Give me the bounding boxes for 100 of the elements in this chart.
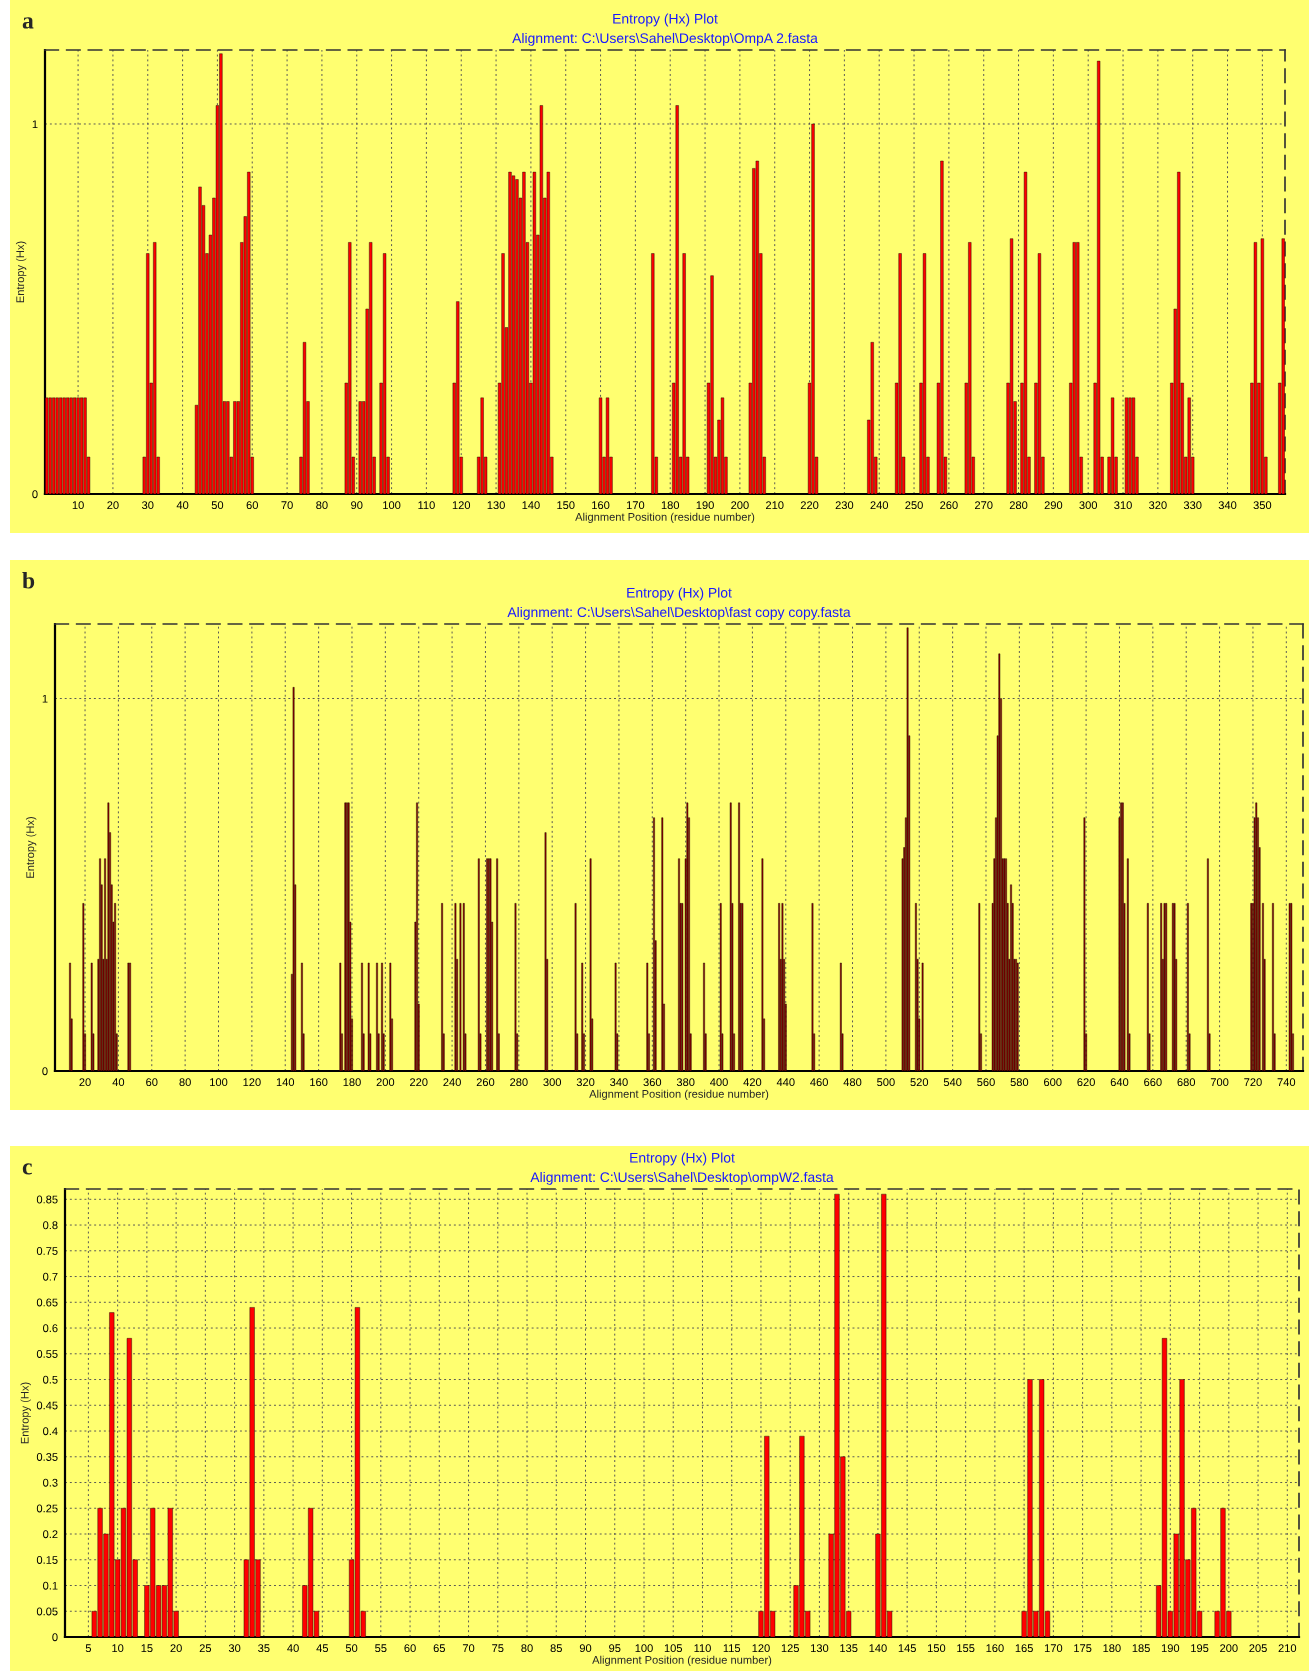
- x-tick-label: 150: [557, 501, 575, 510]
- x-tick-label: 60: [146, 1078, 158, 1087]
- x-tick-label: 160: [986, 1644, 1004, 1653]
- chart-subtitle: Alignment: C:\Users\Sahel\Desktop\ompW2.fasta: [530, 1171, 834, 1185]
- x-tick-label: 440: [776, 1078, 795, 1087]
- x-tick-label: 720: [1244, 1078, 1262, 1087]
- y-tick-label: 0.4: [43, 1427, 58, 1436]
- x-tick-label: 160: [310, 1078, 328, 1087]
- x-tick-label: 10: [72, 501, 84, 510]
- y-tick-label: 0.25: [36, 1504, 58, 1513]
- x-tick-label: 40: [112, 1078, 125, 1087]
- y-tick-label: 1: [32, 120, 38, 129]
- x-tick-label: 165: [1015, 1644, 1033, 1653]
- x-tick-label: 600: [1044, 1078, 1062, 1087]
- x-tick-label: 45: [316, 1644, 329, 1653]
- x-tick-label: 200: [376, 1078, 395, 1087]
- x-tick-label: 105: [664, 1644, 683, 1653]
- y-tick-label: 0.45: [36, 1401, 58, 1410]
- x-tick-label: 560: [977, 1078, 995, 1087]
- x-tick-label: 740: [1277, 1078, 1296, 1087]
- y-tick-label: 1: [42, 694, 48, 703]
- chart-title: Entropy (Hx) Plot: [627, 587, 732, 601]
- x-tick-label: 80: [316, 501, 328, 510]
- x-tick-label: 260: [940, 501, 958, 510]
- x-tick-label: 145: [898, 1644, 916, 1653]
- x-tick-label: 180: [343, 1078, 361, 1087]
- x-tick-label: 35: [258, 1644, 270, 1653]
- x-tick-label: 55: [375, 1644, 387, 1653]
- x-tick-label: 190: [696, 501, 714, 510]
- x-axis-title: Alignment Position (residue number): [592, 1655, 772, 1667]
- chart-subtitle: Alignment: C:\Users\Sahel\Desktop\OmpA 2.fasta: [512, 32, 818, 46]
- x-axis-title: Alignment Position (residue number): [589, 1089, 769, 1101]
- x-tick-label: 120: [243, 1078, 261, 1087]
- x-tick-label: 20: [107, 501, 119, 510]
- y-tick-label: 0.7: [43, 1272, 58, 1281]
- x-tick-label: 620: [1077, 1078, 1095, 1087]
- x-tick-label: 130: [487, 501, 505, 510]
- x-tick-label: 80: [179, 1078, 191, 1087]
- y-tick-label: 0.8: [43, 1221, 58, 1230]
- x-tick-label: 640: [1110, 1078, 1129, 1087]
- x-tick-label: 140: [522, 501, 540, 510]
- x-tick-label: 95: [609, 1644, 621, 1653]
- x-tick-label: 580: [1010, 1078, 1029, 1087]
- x-tick-label: 140: [869, 1644, 887, 1653]
- y-tick-label: 0.35: [36, 1453, 58, 1461]
- y-tick-label: 0.75: [36, 1247, 58, 1255]
- x-tick-label: 60: [246, 501, 258, 510]
- x-tick-label: 700: [1210, 1078, 1229, 1087]
- x-tick-label: 540: [943, 1078, 962, 1087]
- x-tick-label: 10: [112, 1644, 124, 1653]
- x-tick-label: 400: [710, 1078, 728, 1087]
- x-tick-label: 100: [635, 1644, 653, 1653]
- x-tick-label: 240: [443, 1078, 461, 1087]
- x-tick-label: 680: [1177, 1078, 1196, 1087]
- x-tick-label: 660: [1144, 1078, 1162, 1087]
- y-tick-label: 0.2: [43, 1530, 58, 1539]
- x-tick-label: 5: [85, 1644, 92, 1653]
- x-tick-label: 185: [1132, 1644, 1150, 1653]
- x-tick-label: 380: [676, 1078, 695, 1087]
- x-tick-label: 180: [1103, 1644, 1121, 1653]
- x-tick-label: 520: [910, 1078, 929, 1087]
- x-axis-title: Alignment Position (residue number): [575, 512, 755, 524]
- x-tick-label: 220: [410, 1078, 428, 1087]
- x-tick-label: 20: [79, 1078, 91, 1087]
- x-tick-label: 155: [957, 1644, 975, 1653]
- x-tick-label: 190: [1161, 1644, 1180, 1653]
- x-tick-label: 50: [345, 1644, 358, 1653]
- x-tick-label: 180: [661, 501, 680, 510]
- y-tick-label: 0.3: [43, 1478, 58, 1487]
- x-tick-label: 170: [1044, 1644, 1063, 1653]
- y-tick-label: 0: [52, 1633, 58, 1642]
- y-axis-title: Entropy (Hx): [15, 241, 27, 303]
- text: b: [22, 572, 35, 589]
- text: a: [22, 17, 34, 29]
- text: c: [22, 1163, 32, 1175]
- x-tick-label: 30: [142, 501, 154, 510]
- x-tick-label: 80: [521, 1644, 533, 1653]
- x-tick-label: 150: [927, 1644, 946, 1653]
- y-tick-label: 0.15: [36, 1556, 58, 1564]
- y-tick-label: 0.5: [43, 1375, 58, 1384]
- x-tick-label: 40: [176, 501, 189, 510]
- x-tick-label: 160: [592, 501, 610, 510]
- x-tick-label: 115: [723, 1644, 741, 1653]
- x-tick-label: 330: [1183, 501, 1202, 510]
- y-tick-label: 0.1: [43, 1581, 58, 1590]
- x-tick-label: 130: [811, 1644, 829, 1653]
- x-tick-label: 85: [550, 1644, 562, 1653]
- x-tick-label: 350: [1253, 501, 1272, 510]
- y-axis-title: Entropy (Hx): [20, 1382, 31, 1444]
- chart-title: Entropy (Hx) Plot: [630, 1152, 735, 1166]
- x-tick-label: 340: [1218, 501, 1237, 510]
- x-tick-label: 270: [975, 501, 993, 510]
- x-tick-label: 300: [1079, 501, 1098, 510]
- y-axis-title: Entropy (Hx): [25, 817, 37, 878]
- x-tick-label: 320: [1149, 501, 1167, 510]
- x-tick-label: 125: [781, 1644, 799, 1653]
- x-tick-label: 460: [810, 1078, 828, 1087]
- x-tick-label: 90: [579, 1644, 592, 1653]
- x-tick-label: 210: [766, 501, 784, 510]
- x-tick-label: 280: [1009, 501, 1028, 510]
